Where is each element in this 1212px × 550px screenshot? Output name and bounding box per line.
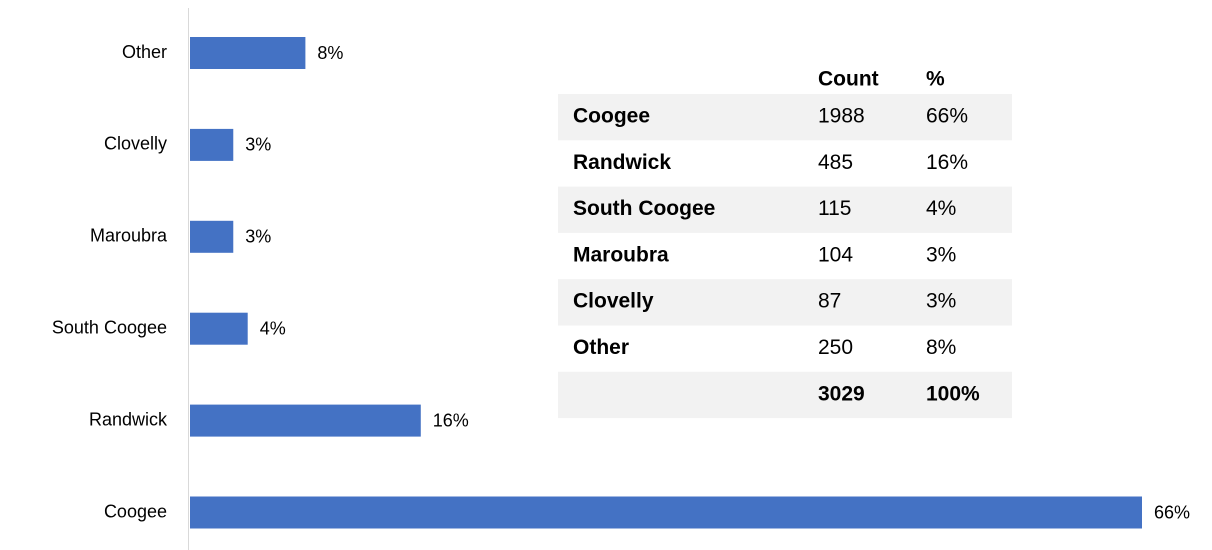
table-cell: 16%	[926, 151, 968, 174]
data-label: 16%	[433, 410, 469, 430]
table-row-bg	[558, 371, 1012, 419]
bar	[190, 37, 306, 69]
table-cell: South Coogee	[573, 197, 715, 220]
bar	[190, 312, 248, 345]
table-row-bg	[558, 279, 1012, 326]
data-label: 3%	[245, 227, 271, 247]
table-header: %	[926, 68, 945, 91]
table-cell: 3%	[926, 290, 956, 313]
table-cell: 1988	[818, 105, 865, 128]
table-header: Count	[818, 68, 879, 91]
data-label: 4%	[260, 318, 286, 338]
table-cell: 485	[818, 151, 853, 174]
table-cell: Maroubra	[573, 243, 669, 266]
y-tick-label: South Coogee	[52, 317, 167, 337]
bar	[190, 220, 234, 253]
table-row-bg	[558, 94, 1012, 141]
bar	[190, 496, 1142, 529]
table-cell: 104	[818, 243, 853, 266]
table-cell: 3%	[926, 243, 956, 266]
data-label: 66%	[1154, 502, 1190, 522]
y-tick-label: Maroubra	[90, 226, 168, 246]
table-cell: Randwick	[573, 151, 671, 174]
table-cell: Other	[573, 336, 629, 359]
table-cell: 4%	[926, 197, 956, 220]
data-label: 3%	[245, 135, 271, 155]
bar	[190, 128, 234, 161]
bar	[190, 404, 421, 437]
table-cell: 8%	[926, 336, 956, 359]
table-cell: 66%	[926, 105, 968, 128]
table-cell: 250	[818, 336, 853, 359]
table-total: 100%	[926, 382, 980, 405]
table: Count % Coogee 1988 66% Randwick 485 16% South C…	[558, 68, 1012, 419]
y-tick-label: Clovelly	[104, 134, 167, 154]
data-label: 8%	[317, 43, 343, 63]
y-tick-label: Other	[122, 42, 167, 62]
table-cell: 115	[818, 197, 851, 220]
table-cell: Coogee	[573, 105, 650, 128]
y-tick-label: Coogee	[104, 501, 167, 521]
table-cell: Clovelly	[573, 290, 654, 313]
table-row-bg	[558, 186, 1012, 233]
y-tick-label: Randwick	[89, 409, 168, 429]
table-total: 3029	[818, 382, 865, 405]
table-cell: 87	[818, 290, 841, 313]
